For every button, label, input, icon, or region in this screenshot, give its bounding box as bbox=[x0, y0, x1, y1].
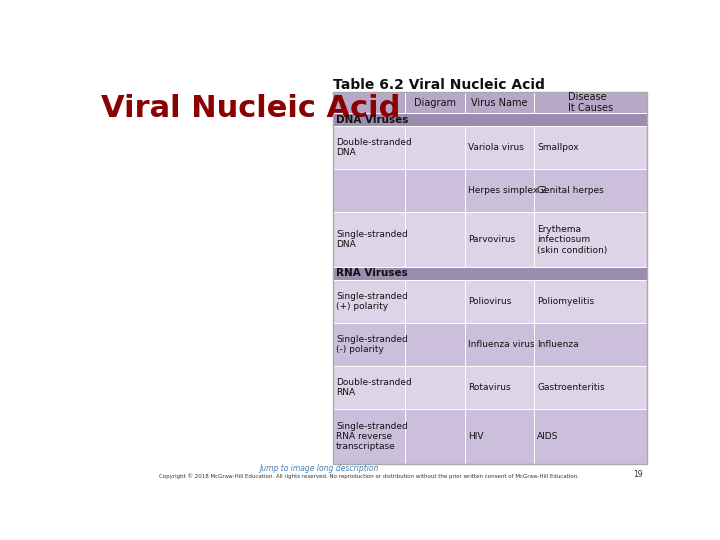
Text: Poliomyelitis: Poliomyelitis bbox=[537, 297, 594, 306]
Text: Diagram: Diagram bbox=[414, 98, 456, 107]
Text: Genital herpes: Genital herpes bbox=[537, 186, 604, 195]
Bar bbox=[464, 212, 534, 267]
Bar bbox=[464, 126, 534, 169]
Bar bbox=[333, 92, 647, 464]
Bar bbox=[534, 92, 647, 113]
Text: HIV: HIV bbox=[468, 432, 484, 441]
Bar bbox=[405, 212, 464, 267]
Bar bbox=[333, 366, 405, 409]
Bar bbox=[333, 280, 405, 323]
Bar bbox=[405, 92, 464, 113]
Bar bbox=[333, 267, 647, 280]
Bar bbox=[534, 126, 647, 169]
Text: Parvovirus: Parvovirus bbox=[468, 235, 516, 244]
Text: DNA Viruses: DNA Viruses bbox=[336, 114, 408, 125]
Bar bbox=[333, 126, 405, 169]
Text: Erythema
infectiosum
(skin condition): Erythema infectiosum (skin condition) bbox=[537, 225, 608, 254]
Bar bbox=[333, 323, 405, 366]
Text: Single-stranded
RNA reverse
transcriptase: Single-stranded RNA reverse transcriptas… bbox=[336, 422, 408, 451]
Text: Jump to image long description: Jump to image long description bbox=[259, 464, 379, 473]
Text: Single-stranded
(+) polarity: Single-stranded (+) polarity bbox=[336, 292, 408, 311]
Text: Copyright © 2018 McGraw-Hill Education. All rights reserved. No reproduction or : Copyright © 2018 McGraw-Hill Education. … bbox=[159, 473, 579, 479]
Bar bbox=[333, 92, 405, 113]
Text: Smallpox: Smallpox bbox=[537, 143, 579, 152]
Bar bbox=[333, 169, 405, 212]
Bar bbox=[464, 366, 534, 409]
Bar bbox=[534, 212, 647, 267]
Bar bbox=[534, 169, 647, 212]
Bar bbox=[333, 113, 647, 126]
Text: Influenza: Influenza bbox=[537, 340, 579, 349]
Bar bbox=[464, 169, 534, 212]
Bar bbox=[464, 323, 534, 366]
Bar bbox=[405, 169, 464, 212]
Bar bbox=[405, 323, 464, 366]
Text: Single-stranded
(-) polarity: Single-stranded (-) polarity bbox=[336, 335, 408, 354]
Text: Herpes simplex 2: Herpes simplex 2 bbox=[468, 186, 546, 195]
Text: Rotavirus: Rotavirus bbox=[468, 383, 510, 392]
Text: Virus Name: Virus Name bbox=[471, 98, 528, 107]
Bar bbox=[333, 212, 405, 267]
Text: Double-stranded
DNA: Double-stranded DNA bbox=[336, 138, 412, 157]
Bar bbox=[405, 409, 464, 464]
Bar bbox=[464, 92, 534, 113]
Text: 19: 19 bbox=[633, 470, 642, 479]
Text: Gastroenteritis: Gastroenteritis bbox=[537, 383, 605, 392]
Bar bbox=[333, 409, 405, 464]
Text: Table 6.2 Viral Nucleic Acid: Table 6.2 Viral Nucleic Acid bbox=[333, 78, 544, 92]
Text: Single-stranded
DNA: Single-stranded DNA bbox=[336, 230, 408, 249]
Bar bbox=[464, 409, 534, 464]
Text: AIDS: AIDS bbox=[537, 432, 559, 441]
Text: Influenza virus: Influenza virus bbox=[468, 340, 535, 349]
Text: Double-stranded
RNA: Double-stranded RNA bbox=[336, 378, 412, 397]
Text: Variola virus: Variola virus bbox=[468, 143, 524, 152]
Bar bbox=[534, 323, 647, 366]
Bar bbox=[534, 366, 647, 409]
Bar bbox=[405, 280, 464, 323]
Bar bbox=[405, 366, 464, 409]
Text: RNA Viruses: RNA Viruses bbox=[336, 268, 408, 279]
Bar bbox=[464, 280, 534, 323]
Bar bbox=[534, 409, 647, 464]
Text: Poliovirus: Poliovirus bbox=[468, 297, 511, 306]
Text: Viral Nucleic Acid: Viral Nucleic Acid bbox=[101, 94, 400, 123]
Bar bbox=[534, 280, 647, 323]
Bar bbox=[405, 126, 464, 169]
Text: Disease
It Causes: Disease It Causes bbox=[568, 92, 613, 113]
